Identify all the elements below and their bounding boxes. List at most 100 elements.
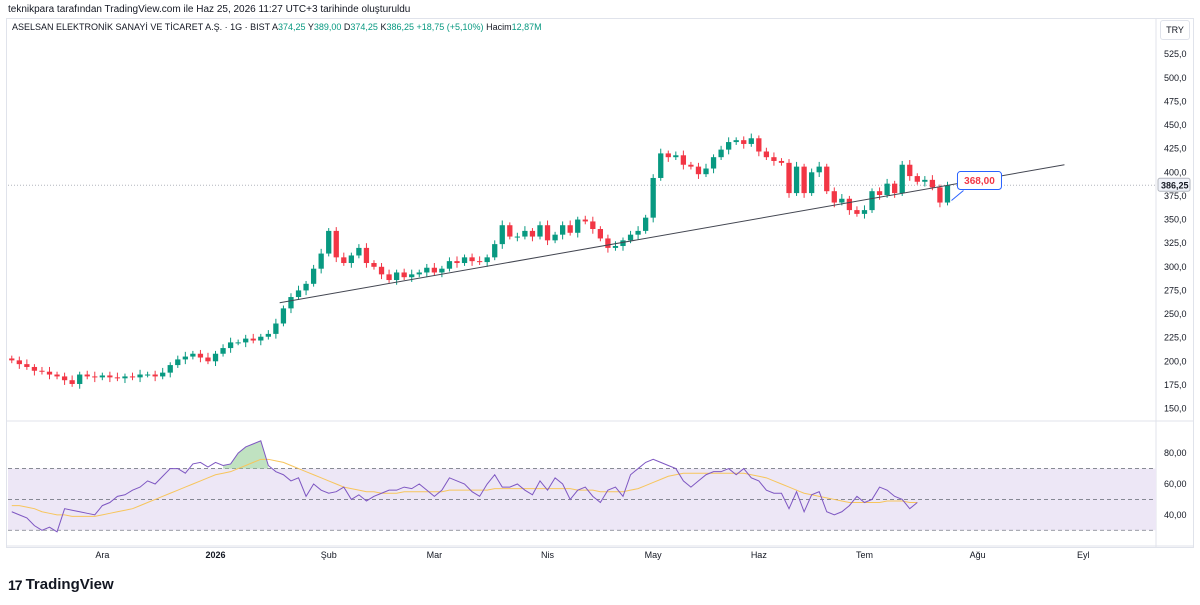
- time-tick-label: Eyl: [1077, 550, 1090, 560]
- candle-body: [348, 255, 354, 264]
- time-tick-label: May: [645, 550, 663, 560]
- chart-frame: [6, 18, 1194, 548]
- candle-body: [341, 257, 347, 264]
- candle-body: [61, 376, 68, 381]
- candle-body: [884, 183, 890, 195]
- rsi-overbought-fill: [223, 440, 269, 469]
- candle-body: [265, 333, 271, 337]
- volume-value: 12,87M: [511, 22, 542, 32]
- candle-body: [643, 217, 649, 231]
- candle-body: [280, 308, 287, 324]
- candle-body: [439, 268, 445, 273]
- price-tick-label: 500,0: [1164, 73, 1187, 83]
- candle-body: [333, 230, 339, 258]
- price-tick-label: 250,0: [1164, 309, 1187, 319]
- high-value: 389,00: [313, 22, 342, 32]
- high-label: Y: [307, 22, 314, 32]
- candle-body: [710, 157, 717, 169]
- candle-body: [295, 290, 302, 298]
- candle-body: [303, 283, 309, 291]
- annotation-pointer: [951, 190, 964, 201]
- symbol-legend: ASELSAN ELEKTRONİK SANAYİ VE TİCARET A.Ş…: [12, 22, 542, 32]
- candle-body: [152, 374, 158, 377]
- candle-body: [703, 168, 709, 175]
- candle-body: [846, 198, 853, 211]
- candle-body: [620, 240, 626, 247]
- candle-body: [499, 225, 505, 245]
- candle-body: [16, 360, 22, 365]
- candle-body: [250, 338, 256, 341]
- candle-body: [371, 263, 377, 267]
- time-tick-label: 2026: [206, 550, 226, 560]
- candle-body: [922, 179, 928, 182]
- candle-body: [771, 157, 777, 161]
- candle-body: [167, 365, 173, 373]
- candle-body: [175, 359, 181, 366]
- candle-body: [824, 166, 830, 192]
- candle-body: [318, 253, 324, 269]
- open-label: A: [271, 22, 278, 32]
- candle-body: [160, 372, 166, 377]
- last-price-marker: [1157, 177, 1191, 192]
- candle-body: [665, 153, 671, 158]
- candle-body: [378, 266, 385, 275]
- candle-body: [24, 364, 30, 367]
- support-trendline: [279, 164, 1065, 304]
- time-tick-label: Tem: [856, 550, 873, 560]
- tradingview-logo-icon: 17: [8, 576, 23, 593]
- candle-body: [129, 376, 136, 378]
- rsi-ma-line: [11, 458, 918, 517]
- candle-body: [31, 366, 38, 371]
- candle-body: [220, 348, 226, 354]
- candle-body: [544, 225, 551, 241]
- price-tick-label: 525,0: [1164, 49, 1187, 59]
- volume-label: Hacim: [486, 22, 512, 32]
- candle-body: [326, 230, 332, 254]
- price-tick-label: 375,0: [1164, 191, 1187, 201]
- candle-body: [839, 198, 845, 203]
- candle-body: [9, 358, 15, 361]
- candle-body: [635, 230, 641, 235]
- candle-body: [46, 371, 53, 375]
- candle-body: [39, 370, 45, 372]
- candle-body: [680, 155, 687, 165]
- candle-body: [763, 151, 770, 158]
- price-tick-label: 350,0: [1164, 215, 1187, 225]
- candle-body: [914, 176, 920, 182]
- price-tick-label: 175,0: [1164, 380, 1187, 390]
- candle-body: [454, 261, 460, 264]
- candle-body: [778, 160, 785, 163]
- candle-body: [416, 272, 422, 275]
- candle-body: [605, 238, 611, 248]
- candle-body: [658, 153, 664, 178]
- candle-body: [243, 338, 249, 343]
- candle-body: [356, 247, 362, 256]
- candle-body: [907, 164, 913, 177]
- candle-body: [650, 177, 656, 218]
- currency-selector[interactable]: TRY: [1160, 20, 1190, 40]
- tradingview-logo[interactable]: 17 TradingView: [8, 576, 114, 593]
- candle-body: [137, 374, 143, 378]
- candle-body: [756, 138, 762, 152]
- candle-body: [575, 219, 581, 233]
- candle-body: [944, 185, 951, 203]
- open-value: 374,25: [277, 22, 306, 32]
- symbol-name[interactable]: ASELSAN ELEKTRONİK SANAYİ VE TİCARET A.Ş…: [12, 22, 270, 32]
- candle-body: [673, 155, 679, 158]
- candle-body: [310, 268, 317, 284]
- price-tick-label: 325,0: [1164, 238, 1187, 248]
- candle-body: [816, 166, 822, 173]
- rsi-tick-label: 80,00: [1164, 448, 1187, 458]
- candle-body: [514, 236, 520, 238]
- price-tick-label: 300,0: [1164, 262, 1187, 272]
- candle-body: [401, 272, 407, 278]
- candle-body: [929, 179, 936, 188]
- candle-body: [258, 336, 264, 341]
- candle-body: [84, 374, 90, 377]
- close-label: K: [380, 22, 387, 32]
- candle-body: [809, 172, 815, 194]
- candle-body: [469, 257, 475, 262]
- candle-body: [386, 274, 392, 281]
- candle-body: [507, 225, 513, 237]
